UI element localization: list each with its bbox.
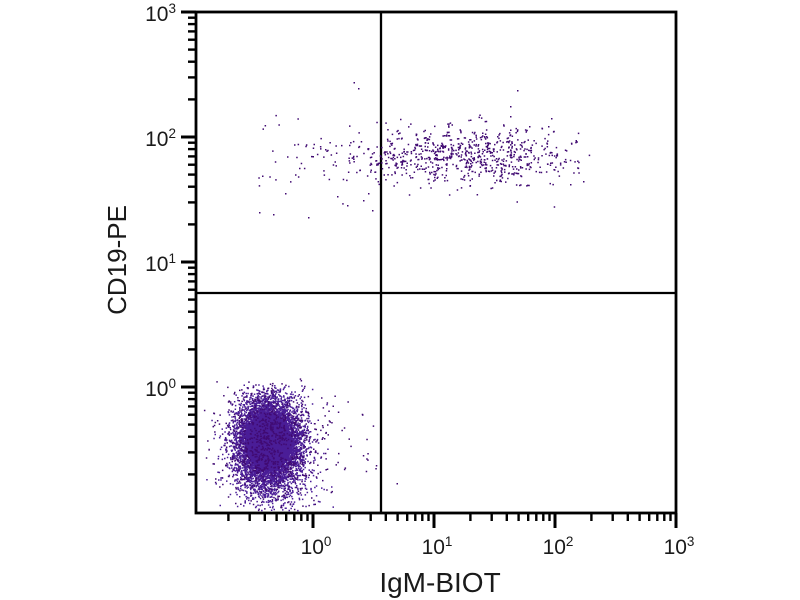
svg-text:101: 101 (145, 251, 176, 276)
svg-text:CD19-PE: CD19-PE (102, 205, 132, 315)
svg-text:102: 102 (145, 126, 176, 151)
svg-text:IgM-BIOT: IgM-BIOT (379, 567, 500, 598)
